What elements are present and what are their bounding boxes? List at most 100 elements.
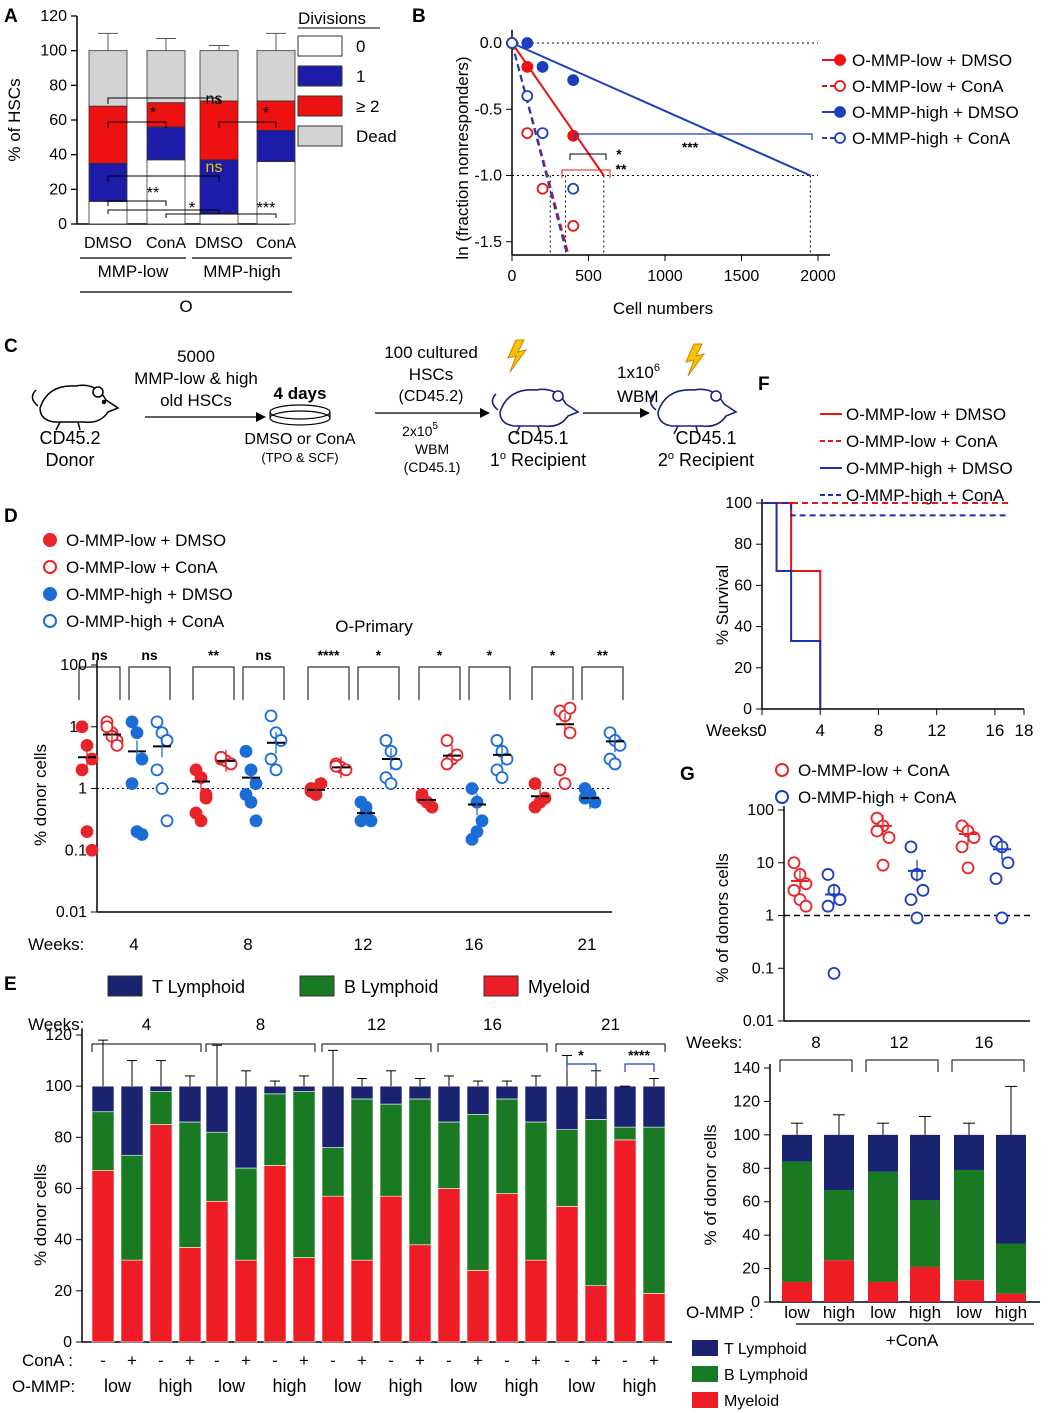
legend-label: 0 <box>356 37 365 56</box>
y-tick-label: 40 <box>49 147 67 164</box>
ommp-label: low <box>568 1376 596 1396</box>
bar-t-lymphoid <box>234 1085 258 1169</box>
y-axis-label: % Survival <box>713 565 732 645</box>
y-tick-label: 0.1 <box>752 960 774 977</box>
bar-b-lymphoid <box>350 1098 374 1261</box>
sig-bracket <box>468 666 511 700</box>
ommp-label: low <box>104 1376 132 1396</box>
group-label-low: MMP-low <box>98 262 170 281</box>
y-tick-label: 100 <box>725 495 752 512</box>
week-bracket <box>865 1059 939 1072</box>
legend-swatch <box>483 975 519 997</box>
bar-1 <box>146 126 186 161</box>
y-tick-label: -0.5 <box>474 101 502 118</box>
sig-a-5: ** <box>147 185 159 202</box>
x-tick-label: low <box>784 1303 810 1322</box>
data-point <box>80 825 94 839</box>
bar-t-lymphoid <box>954 1134 984 1170</box>
bar-b-lymphoid <box>178 1121 202 1248</box>
wbm-dose-exp: 5 <box>432 421 438 432</box>
legend-label: T Lymphoid <box>152 977 245 997</box>
wbm-strain: (CD45.1) <box>404 459 461 475</box>
panel-label-g: G <box>680 764 695 785</box>
bar-myeloid <box>824 1260 854 1302</box>
legend-label: O-MMP-low + DMSO <box>66 531 226 550</box>
bar-3 <box>199 50 239 102</box>
fit-line <box>511 42 569 256</box>
y-axis-label: % of donors cells <box>713 853 732 982</box>
data-point <box>425 800 439 814</box>
y-tick-label: 20 <box>54 1283 72 1300</box>
panel-label-a: A <box>4 6 18 27</box>
recipient1-strain: CD45.1 <box>507 428 568 448</box>
y-tick-label: 20 <box>734 660 752 677</box>
data-point <box>135 828 149 841</box>
x-tick-label: ConA <box>146 235 186 252</box>
x-tick-label: 4 <box>815 721 824 740</box>
conA-label: + <box>127 1351 137 1370</box>
legend-label: O-MMP-low + DMSO <box>852 51 1012 70</box>
bar-t-lymphoid <box>868 1134 898 1172</box>
recipient1-order: 1 <box>490 450 500 470</box>
x-tick-label: 2000 <box>800 268 836 285</box>
bar-b-lymphoid <box>555 1129 579 1207</box>
bar-b-lymphoid <box>910 1200 940 1267</box>
cultured-label-2: HSCs <box>409 365 453 384</box>
bar-myeloid <box>954 1280 984 1302</box>
data-point <box>567 182 580 195</box>
y-tick-label: 0.01 <box>56 904 87 921</box>
x-tick-label: 21 <box>578 935 597 954</box>
bar-myeloid <box>584 1285 608 1343</box>
bar-t-lymphoid <box>996 1134 1026 1244</box>
wbm-label: WBM <box>415 441 449 457</box>
bar-t-lymphoid <box>91 1085 115 1113</box>
bar-t-lymphoid <box>379 1085 403 1105</box>
legend-swatch <box>297 35 343 57</box>
y-tick-label: 40 <box>742 1227 760 1244</box>
bar-b-lymphoid <box>263 1093 287 1166</box>
bar-b-lymphoid <box>120 1154 144 1261</box>
sig-bracket <box>242 666 285 700</box>
bar-b-lymphoid <box>205 1131 229 1202</box>
sig-b-3: ** <box>616 161 627 177</box>
data-point <box>799 877 813 891</box>
bar-t-lymphoid <box>584 1085 608 1120</box>
bar-myeloid <box>120 1259 144 1343</box>
data-point <box>160 814 174 828</box>
sig-a-7: *** <box>257 200 276 217</box>
data-point <box>538 791 552 805</box>
wbm-dose: 2x10 <box>402 423 433 439</box>
panel-label-c: C <box>4 336 18 357</box>
legend-label: O-MMP-high + DMSO <box>66 585 233 604</box>
legend-label: Dead <box>356 127 397 146</box>
data-point <box>904 893 918 907</box>
week-bracket <box>321 1043 432 1052</box>
ommp-label: high <box>504 1376 538 1396</box>
bar-myeloid <box>178 1247 202 1343</box>
x-tick-label: 1500 <box>724 268 760 285</box>
conA-label: + <box>241 1351 251 1370</box>
sig-bracket <box>128 666 171 700</box>
sig-label: ** <box>597 647 608 663</box>
sig-a-2: ns <box>206 91 223 108</box>
y-tick-label: 80 <box>49 77 67 94</box>
ommp-label: low <box>218 1376 246 1396</box>
bar-t-lymphoid <box>178 1085 202 1123</box>
group-label-o: O <box>179 297 192 316</box>
legend-label: ≥ 2 <box>356 97 380 116</box>
data-point <box>528 777 542 791</box>
bar-b-lymphoid <box>495 1098 519 1194</box>
data-point <box>882 831 896 844</box>
data-point <box>553 763 567 777</box>
bar-t-lymphoid <box>524 1085 548 1123</box>
bar-t-lymphoid <box>642 1085 666 1128</box>
conA-row-label: ConA : <box>22 1351 73 1370</box>
bar-myeloid <box>149 1124 173 1343</box>
legend-label: B Lymphoid <box>344 977 438 997</box>
legend-label: 1 <box>356 67 365 86</box>
data-point <box>558 777 572 791</box>
data-point <box>536 182 549 195</box>
sig-label: * <box>578 1047 584 1063</box>
data-point <box>608 757 622 771</box>
